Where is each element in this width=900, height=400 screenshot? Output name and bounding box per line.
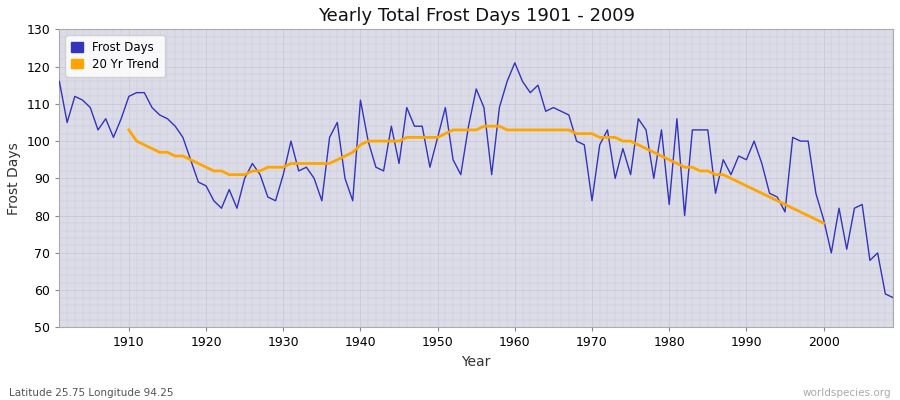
Text: Latitude 25.75 Longitude 94.25: Latitude 25.75 Longitude 94.25 — [9, 388, 174, 398]
Text: worldspecies.org: worldspecies.org — [803, 388, 891, 398]
20 Yr Trend — [818, 221, 829, 226]
Frost Days — [610, 176, 621, 181]
Line: Frost Days: Frost Days — [59, 63, 893, 298]
Frost Days — [518, 79, 528, 84]
20 Yr Trend — [479, 124, 490, 128]
X-axis label: Year: Year — [462, 355, 490, 369]
Title: Yearly Total Frost Days 1901 - 2009: Yearly Total Frost Days 1901 - 2009 — [318, 7, 634, 25]
Frost Days — [54, 79, 65, 84]
Frost Days — [509, 60, 520, 65]
20 Yr Trend — [123, 128, 134, 132]
20 Yr Trend — [301, 161, 311, 166]
Frost Days — [116, 116, 127, 121]
Frost Days — [887, 295, 898, 300]
20 Yr Trend — [811, 217, 822, 222]
Legend: Frost Days, 20 Yr Trend: Frost Days, 20 Yr Trend — [66, 35, 166, 76]
20 Yr Trend — [718, 172, 729, 177]
20 Yr Trend — [803, 213, 814, 218]
20 Yr Trend — [209, 168, 220, 173]
Frost Days — [332, 120, 343, 125]
20 Yr Trend — [285, 161, 296, 166]
Frost Days — [285, 139, 296, 144]
Line: 20 Yr Trend: 20 Yr Trend — [129, 126, 824, 223]
Y-axis label: Frost Days: Frost Days — [7, 142, 21, 215]
Frost Days — [501, 79, 512, 84]
